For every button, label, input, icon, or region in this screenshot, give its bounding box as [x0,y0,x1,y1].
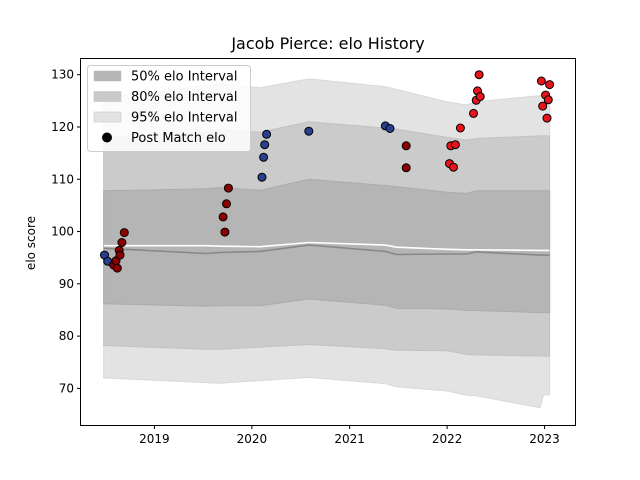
x-tick-label-2023: 2023 [529,432,560,446]
post-match-elo-point-2-3 [450,140,460,150]
post-match-elo-point-0-2 [257,172,267,182]
post-match-elo-point-2-5 [469,108,478,118]
x-tick-label-2019: 2019 [139,432,170,446]
post-match-elo-point-1-7 [218,212,228,222]
x-tick-label-2022: 2022 [432,432,463,446]
post-match-elo-point-0-3 [259,152,269,162]
y-axis-label: elo score [24,216,38,270]
y-axis: 70 80 90 100 110 120 130 [51,68,81,395]
post-match-elo-point-2-10 [536,76,546,86]
post-match-elo-point-0-6 [304,126,314,136]
legend-label-2: 95% elo Interval [131,111,238,126]
post-match-elo-point-1-11 [401,141,411,151]
x-tick-label-2021: 2021 [334,432,365,446]
post-match-elo-point-1-2 [112,263,122,273]
legend-label-1: 80% elo Interval [131,90,238,105]
chart-title: Jacob Pierce: elo History [230,34,424,53]
post-match-elo-point-2-4 [455,123,465,133]
post-match-elo-point-1-6 [119,228,129,238]
post-match-elo-point-0-8 [385,124,395,133]
legend-box [87,65,251,152]
post-match-elo-point-0-4 [260,140,270,150]
post-match-elo-point-2-13 [542,113,552,123]
y-tick-label-110: 110 [51,172,74,186]
post-match-elo-point-2-2 [449,162,458,172]
post-match-elo-point-2-8 [474,70,484,80]
post-match-elo-point-1-4 [115,250,125,260]
mean-elo-line [103,241,550,252]
post-match-elo-point-2-15 [545,80,555,90]
plot-area [100,70,555,409]
legend-swatch-0 [93,70,122,82]
legend-swatch-1 [93,91,122,102]
x-axis: 2019 2020 2021 2022 2023 [139,425,560,446]
y-tick-label-90: 90 [59,277,74,291]
y-tick-label-80: 80 [59,329,74,343]
post-match-elo-point-1-8 [220,227,230,237]
post-match-elo-point-1-10 [223,183,233,193]
post-match-elo-point-1-9 [222,199,231,209]
y-tick-label-120: 120 [51,120,74,134]
post-match-elo-point-2-11 [538,101,548,111]
post-match-elo-point-1-12 [401,163,411,173]
legend-label-0: 50% elo Interval [131,70,238,85]
axes-frame [80,58,576,426]
x-tick-label-2020: 2020 [237,432,268,446]
median-elo-line [103,244,550,256]
post-match-elo-point-2-14 [543,95,553,105]
post-match-elo-point-1-5 [117,238,127,247]
legend-label-3: Post Match elo [131,131,226,146]
post-match-elo-point-2-9 [475,92,485,102]
legend: 50% elo Interval 80% elo Interval 95% elo … [87,65,251,152]
legend-marker-3 [102,132,112,143]
post-match-elo-point-0-5 [262,129,272,139]
y-tick-label-130: 130 [51,68,74,82]
y-tick-label-70: 70 [59,381,74,395]
y-tick-label-100: 100 [51,225,74,239]
legend-swatch-2 [93,111,122,123]
